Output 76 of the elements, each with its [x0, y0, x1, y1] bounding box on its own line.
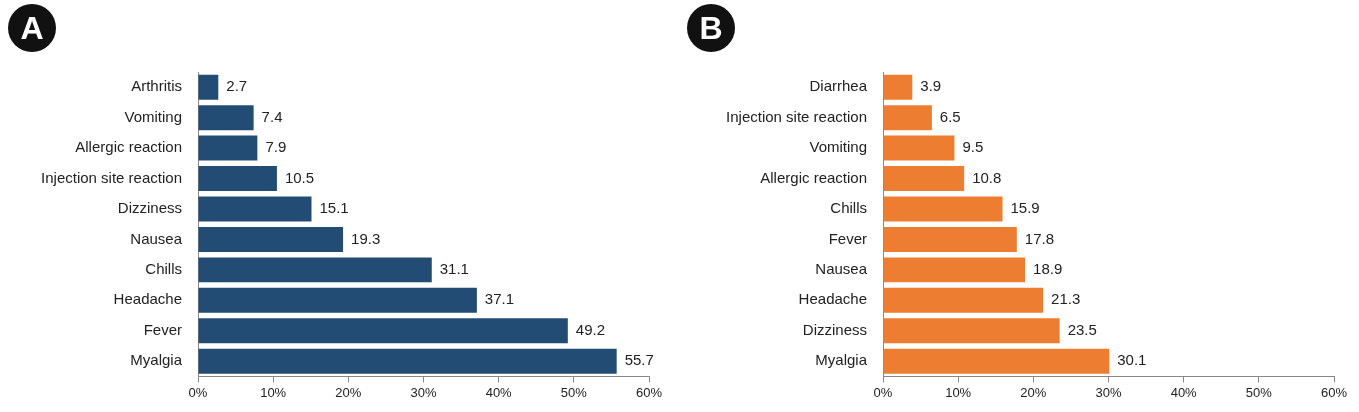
data-label: 10.8	[972, 168, 1002, 186]
y-tick-label: Allergic reaction	[760, 168, 867, 186]
data-label: 31.1	[439, 260, 469, 277]
data-label: 7.4	[261, 107, 283, 125]
x-tick-label: 30%	[410, 384, 437, 400]
bar	[198, 226, 344, 252]
x-tick-label: 10%	[945, 384, 972, 400]
bar	[198, 166, 277, 192]
y-tick-label: Dizziness	[117, 199, 182, 217]
y-tick-label: Vomiting	[124, 107, 182, 125]
x-tick-label: 50%	[560, 384, 588, 400]
data-label: 17.8	[1024, 229, 1054, 247]
bar	[883, 135, 955, 161]
bar	[198, 348, 617, 374]
y-tick-label: Myalgia	[130, 351, 183, 369]
chart-title: B	[687, 4, 735, 52]
bar	[198, 257, 432, 283]
bar	[198, 196, 312, 222]
y-tick-label: Nausea	[130, 229, 183, 247]
bar	[883, 257, 1026, 283]
bar	[198, 318, 568, 344]
data-label: 23.5	[1067, 320, 1097, 338]
y-tick-label: Injection site reaction	[41, 168, 182, 186]
x-tick-label: 0%	[188, 384, 208, 400]
x-tick-label: 60%	[635, 384, 663, 400]
data-label: 49.2	[575, 320, 606, 338]
bar	[198, 287, 477, 313]
x-tick-label: 40%	[485, 384, 513, 400]
y-tick-label: Chills	[830, 199, 867, 217]
data-label: 10.5	[284, 168, 315, 186]
y-tick-label: Injection site reaction	[726, 107, 867, 125]
data-label: 37.1	[484, 290, 515, 308]
x-tick-label: 40%	[1170, 384, 1198, 400]
chart-title: A	[8, 4, 56, 52]
data-label: 7.9	[265, 138, 287, 156]
data-label: 30.1	[1117, 351, 1147, 369]
y-tick-label: Allergic reaction	[75, 138, 182, 156]
x-tick-label: 60%	[1320, 384, 1348, 400]
y-tick-label: Myalgia	[815, 351, 868, 369]
y-tick-label: Headache	[798, 290, 867, 308]
data-label: 18.9	[1033, 260, 1063, 277]
x-tick-label: 0%	[873, 384, 893, 400]
bar	[883, 166, 965, 192]
data-label: 15.9	[1010, 199, 1040, 217]
data-label: 3.9	[920, 77, 942, 95]
bar	[883, 74, 913, 100]
bar	[883, 196, 1003, 222]
y-tick-label: Arthritis	[131, 77, 182, 95]
bar	[883, 105, 932, 131]
data-label: 9.5	[962, 138, 984, 156]
y-tick-label: Diarrhea	[809, 77, 868, 95]
bar	[198, 135, 258, 161]
y-tick-label: Vomiting	[809, 138, 867, 156]
x-tick-label: 50%	[1245, 384, 1273, 400]
bar	[198, 74, 219, 100]
bar	[198, 105, 254, 131]
bar	[883, 318, 1060, 344]
y-tick-label: Dizziness	[802, 320, 867, 338]
y-tick-label: Chills	[145, 260, 182, 277]
bar	[883, 226, 1017, 252]
y-tick-label: Headache	[113, 290, 182, 308]
x-tick-label: 30%	[1095, 384, 1122, 400]
y-tick-label: Fever	[143, 320, 182, 338]
data-label: 19.3	[351, 229, 381, 247]
y-tick-label: Nausea	[815, 260, 868, 277]
x-tick-label: 10%	[260, 384, 287, 400]
data-label: 55.7	[624, 351, 654, 369]
data-label: 6.5	[939, 107, 961, 125]
data-label: 15.1	[319, 199, 349, 217]
data-label: 21.3	[1051, 290, 1081, 308]
y-tick-label: Fever	[828, 229, 867, 247]
data-label: 2.7	[226, 77, 248, 95]
x-tick-label: 20%	[1020, 384, 1047, 400]
bar	[883, 348, 1110, 374]
bar	[883, 287, 1044, 313]
x-tick-label: 20%	[335, 384, 362, 400]
